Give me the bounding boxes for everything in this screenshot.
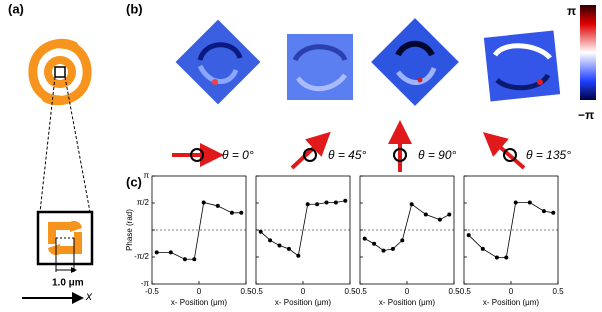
zoom-line bbox=[64, 76, 91, 213]
spiral bbox=[28, 38, 92, 106]
data-point bbox=[239, 210, 244, 215]
phase-map bbox=[175, 19, 261, 105]
x-tick-label: -0.5 bbox=[457, 287, 471, 296]
polarization-arrow bbox=[388, 120, 412, 172]
phase-map bbox=[371, 18, 459, 106]
data-point bbox=[296, 253, 301, 258]
x-axis-label: x- Position (μm) bbox=[483, 298, 540, 307]
data-point bbox=[168, 250, 173, 255]
x-tick-label: -0.5 bbox=[353, 287, 367, 296]
data-point bbox=[372, 241, 377, 246]
x-tick-label: 0 bbox=[197, 287, 202, 296]
polarization-arrow bbox=[290, 131, 331, 170]
x-tick-label: -0.5 bbox=[249, 287, 263, 296]
data-point bbox=[362, 236, 367, 241]
x-axis-label: x- Position (μm) bbox=[379, 298, 436, 307]
x-tick-label: 0.5 bbox=[448, 287, 460, 296]
data-point bbox=[258, 229, 263, 234]
colorbar-min: −π bbox=[578, 108, 594, 122]
x-axis-label: x- Position (μm) bbox=[171, 298, 228, 307]
data-point bbox=[494, 255, 499, 260]
data-point bbox=[466, 233, 471, 238]
x-tick-label: 0 bbox=[509, 287, 514, 296]
panel-label: (c) bbox=[126, 174, 142, 189]
x-tick-label: 0 bbox=[405, 287, 410, 296]
data-point bbox=[192, 257, 197, 262]
y-axis-label: Phase (rad) bbox=[125, 209, 134, 251]
angle-label: θ = 90° bbox=[418, 148, 457, 162]
panel-label: (a) bbox=[8, 1, 24, 16]
x-tick-label: 0.5 bbox=[552, 287, 564, 296]
data-point bbox=[551, 210, 556, 215]
data-point bbox=[277, 243, 282, 248]
y-tick-label: π bbox=[143, 171, 149, 180]
data-point bbox=[201, 200, 206, 205]
y-tick-label: π/2 bbox=[137, 198, 150, 207]
data-point bbox=[504, 255, 509, 260]
x-tick-label: 0 bbox=[301, 287, 306, 296]
zoom-box bbox=[36, 210, 94, 273]
x-tick-label: -0.5 bbox=[145, 287, 159, 296]
data-point bbox=[215, 203, 220, 208]
data-point bbox=[541, 209, 546, 214]
colorbar-max: π bbox=[567, 4, 576, 18]
data-point bbox=[423, 212, 428, 217]
data-point bbox=[437, 217, 442, 222]
angle-label: θ = 0° bbox=[222, 148, 254, 162]
data-point bbox=[268, 238, 273, 243]
angle-label: θ = 45° bbox=[328, 148, 367, 162]
y-tick-label: -π bbox=[141, 279, 150, 288]
data-line bbox=[156, 202, 242, 260]
plot-frame bbox=[359, 175, 455, 285]
data-line bbox=[364, 203, 450, 252]
phase-map bbox=[483, 30, 561, 102]
polarization-arrow bbox=[482, 132, 526, 170]
y-tick-label: -π/2 bbox=[134, 252, 149, 261]
axis-label: x bbox=[85, 289, 93, 303]
data-point bbox=[343, 198, 348, 203]
data-point bbox=[305, 202, 310, 207]
data-point bbox=[480, 246, 485, 251]
data-point bbox=[381, 248, 386, 253]
data-point bbox=[390, 246, 395, 251]
data-point bbox=[333, 200, 338, 205]
data-line bbox=[468, 202, 554, 258]
data-point bbox=[447, 212, 452, 217]
polarization-arrow bbox=[172, 143, 224, 167]
data-point bbox=[400, 238, 405, 243]
x-axis-label: x- Position (μm) bbox=[275, 298, 332, 307]
data-point bbox=[513, 200, 518, 205]
data-point bbox=[527, 200, 532, 205]
data-point bbox=[229, 210, 234, 215]
angle-label: θ = 135° bbox=[526, 148, 571, 162]
colorbar bbox=[580, 5, 596, 100]
data-point bbox=[315, 202, 320, 207]
x-tick-label: 0.5 bbox=[344, 287, 356, 296]
scale-label: 1.0 μm bbox=[52, 278, 84, 289]
data-point bbox=[154, 250, 159, 255]
data-line bbox=[260, 200, 346, 257]
zoom-line bbox=[39, 76, 56, 213]
panel-label: (b) bbox=[126, 1, 143, 16]
data-point bbox=[409, 202, 414, 207]
data-point bbox=[182, 257, 187, 262]
phase-map bbox=[287, 34, 353, 100]
data-point bbox=[286, 246, 291, 251]
x-tick-label: 0.5 bbox=[240, 287, 252, 296]
data-point bbox=[324, 200, 329, 205]
